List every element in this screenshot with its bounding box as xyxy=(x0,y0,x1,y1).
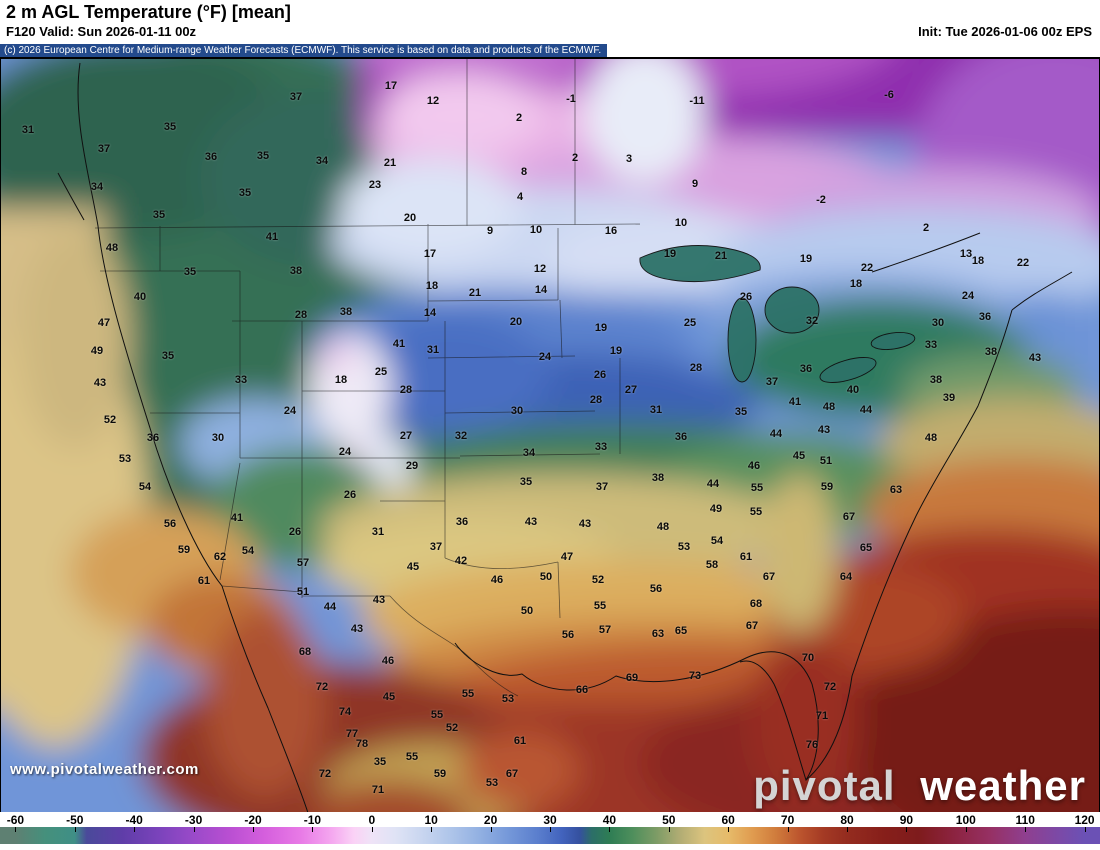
colorbar-tick-label: 0 xyxy=(368,813,376,827)
colorbar-tick-mark xyxy=(668,827,670,832)
colorbar-tick-mark xyxy=(371,827,373,832)
brand-word-pivotal: pivotal xyxy=(753,762,896,809)
colorbar-tick-label: 110 xyxy=(1015,813,1035,827)
colorbar-tick-label: 70 xyxy=(780,813,795,827)
colorbar-tick-mark xyxy=(1025,827,1027,832)
coastlines xyxy=(57,62,1073,813)
brand-logo: pivotal weather xyxy=(753,762,1086,810)
colorbar-tick-mark xyxy=(906,827,908,832)
colorbar-tick-label: 30 xyxy=(543,813,557,827)
brand-word-weather: weather xyxy=(920,762,1086,809)
watermark-url: www.pivotalweather.com xyxy=(10,761,199,778)
colorbar-tick-mark xyxy=(1084,827,1086,832)
colorbar-tick-label: 10 xyxy=(424,813,438,827)
colorbar-tick-label: 40 xyxy=(602,813,617,827)
page-title: 2 m AGL Temperature (°F) [mean] xyxy=(6,2,291,22)
colorbar-tick-mark xyxy=(490,827,492,832)
temperature-field xyxy=(0,58,1100,813)
ecmwf-copyright: (c) 2026 European Centre for Medium-rang… xyxy=(0,43,608,59)
colorbar-tick-label: -60 xyxy=(6,813,25,827)
colorbar-tick-label: 20 xyxy=(483,813,498,827)
colorbar-tick-label: -40 xyxy=(125,813,143,827)
colorbar-tick-label: 80 xyxy=(840,813,854,827)
colorbar-tick-label: 100 xyxy=(955,813,976,827)
colorbar-tick-label: -50 xyxy=(66,813,84,827)
colorbar-tick-mark xyxy=(431,827,433,832)
init-time-label: Init: Tue 2026-01-06 00z EPS xyxy=(918,23,1092,39)
header: 2 m AGL Temperature (°F) [mean] F120 Val… xyxy=(0,0,1100,59)
state-borders xyxy=(94,58,641,697)
colorbar-tick-label: 50 xyxy=(662,813,676,827)
colorbar-tick-label: -20 xyxy=(244,813,262,827)
temperature-colorbar: -60 -50 -40 -30 -20 -10 0 10 20 30 40 50 60 70 80 90 100… xyxy=(0,812,1100,850)
colorbar-tick-label: 90 xyxy=(899,813,914,827)
valid-time-label: F120 Valid: Sun 2026-01-11 00z xyxy=(6,23,197,39)
temperature-map: 37 17 12 2 -1 -11 -6 31 35 37 36 35 34 21 8 2 3 34 35 23 4 9-… xyxy=(0,57,1100,813)
colorbar-tick-mark xyxy=(847,827,848,832)
colorbar-tick-label: -30 xyxy=(184,813,203,827)
colorbar-tick-mark xyxy=(74,827,76,832)
colorbar-tick-mark xyxy=(193,827,195,832)
colorbar-tick-label: 120 xyxy=(1074,813,1095,827)
colorbar-tick-mark xyxy=(787,827,789,832)
map-canvas xyxy=(0,58,1100,813)
colorbar-tick-label: 60 xyxy=(721,813,735,827)
colorbar-tick-mark xyxy=(550,827,551,832)
colorbar-tick-mark xyxy=(728,827,730,832)
colorbar-gradient xyxy=(0,827,1100,844)
colorbar-tick-mark xyxy=(312,827,314,832)
great-lakes xyxy=(639,245,916,383)
colorbar-tick-mark xyxy=(609,827,611,832)
colorbar-tick-mark xyxy=(15,827,17,832)
colorbar-tick-label: -10 xyxy=(303,813,322,827)
colorbar-tick-mark xyxy=(253,827,254,832)
colorbar-tick-row: -60 -50 -40 -30 -20 -10 0 10 20 30 40 50 60 70 80 90 100… xyxy=(0,812,1100,827)
colorbar-tick-mark xyxy=(965,827,967,832)
colorbar-tick-mark xyxy=(134,827,136,832)
